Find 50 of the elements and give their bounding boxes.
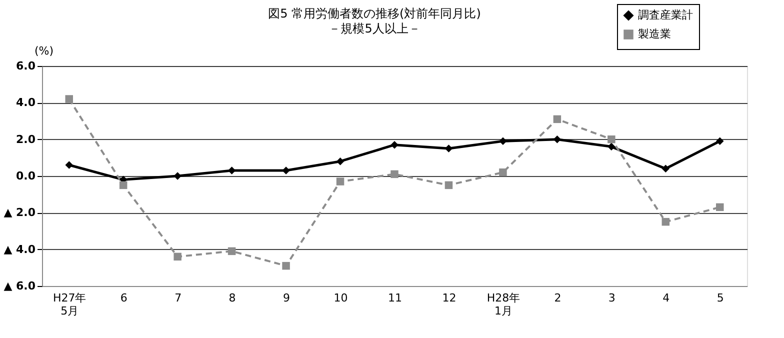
- legend-label: 製造業: [638, 28, 671, 40]
- y-tick-label: ▲ 4.0: [4, 242, 36, 256]
- chart-title: 図5 常用労働者数の推移(対前年同月比): [268, 6, 481, 20]
- y-tick-label: 4.0: [16, 96, 36, 110]
- point: [553, 115, 562, 124]
- chart-subtitle: －規模5人以上－: [328, 22, 420, 36]
- point: [228, 166, 236, 174]
- x-tick-label: 9: [283, 292, 290, 304]
- y-tick-label: 0.0: [16, 170, 36, 182]
- x-tick-label: 7: [174, 292, 182, 304]
- x-tick-label: 5: [716, 292, 724, 304]
- point: [662, 164, 670, 173]
- x-tick-label: 8: [228, 292, 236, 304]
- x-tick-label: 3: [608, 292, 616, 304]
- point: [390, 170, 398, 178]
- point: [336, 157, 344, 166]
- point: [282, 262, 290, 270]
- point: [119, 181, 128, 190]
- y-tick-label: ▲ 6.0: [4, 280, 36, 292]
- point: [716, 137, 724, 146]
- point: [390, 140, 398, 149]
- point: [65, 95, 73, 103]
- point: [65, 161, 73, 169]
- y-tick-label: 6.0: [16, 60, 36, 72]
- point: [174, 172, 182, 180]
- x-tick-label: 2: [554, 292, 562, 304]
- point: [444, 181, 453, 190]
- point: [553, 135, 562, 144]
- point: [174, 252, 182, 261]
- point: [608, 142, 616, 151]
- x-tick-label: 10: [334, 292, 348, 304]
- y-tick-label: ▲ 2.0: [4, 206, 36, 220]
- x-tick-label: 11: [388, 292, 402, 304]
- point: [499, 137, 507, 146]
- point: [228, 247, 236, 256]
- y-tick-label: 2.0: [16, 132, 36, 146]
- x-tick-label: 6: [120, 292, 128, 304]
- x-tick-label: H28年 1月: [486, 292, 520, 318]
- point: [444, 144, 453, 152]
- legend-label: 調査産業計: [638, 8, 693, 22]
- point: [282, 166, 290, 174]
- point: [499, 168, 507, 176]
- point: [336, 178, 344, 186]
- point: [716, 203, 724, 212]
- point: [662, 218, 670, 226]
- y-axis-title: (%): [34, 44, 54, 58]
- point: [608, 135, 616, 144]
- x-tick-label: 12: [442, 292, 456, 304]
- x-tick-label: 4: [662, 292, 670, 304]
- x-tick-label: H27年 5月: [52, 292, 86, 318]
